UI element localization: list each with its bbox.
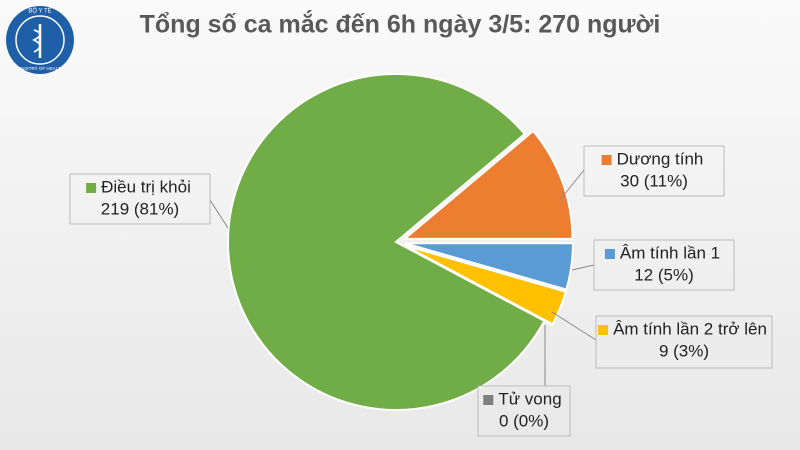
label-box (69, 173, 211, 225)
leader-line (551, 311, 597, 341)
leader-line (559, 169, 585, 201)
label-box (593, 239, 735, 291)
slice-label: Âm tính lần 2 trở lên (613, 319, 767, 338)
label-box (477, 385, 571, 437)
legend-swatch (598, 325, 609, 335)
leader-line (209, 199, 229, 229)
legend-swatch (483, 395, 494, 405)
pie-slice (404, 242, 574, 291)
logo-bottom: MINISTRY OF HEALTH (16, 66, 64, 71)
slice-value-label: 0 (0%) (499, 411, 549, 430)
slice-label: Âm tính lần 1 (620, 243, 720, 262)
slice-value-label: 9 (3%) (659, 341, 709, 360)
slice-value-label: 219 (81%) (101, 199, 179, 218)
label-box (595, 315, 773, 369)
slice-label: Dương tính (617, 149, 704, 168)
leader-line (571, 264, 595, 271)
logo: BỘ Y TẾ MINISTRY OF HEALTH (6, 6, 74, 74)
pie-slice (227, 73, 546, 411)
legend-swatch (604, 249, 615, 259)
slice-label: Điều trị khỏi (101, 177, 191, 196)
logo-top: BỘ Y TẾ (28, 8, 51, 15)
chart-title: Tổng số ca mắc đến 6h ngày 3/5: 270 ngườ… (140, 9, 661, 39)
legend-swatch (601, 155, 612, 165)
logo-snake (31, 29, 41, 53)
slice-label: Tử vong (498, 389, 561, 408)
logo-ring (15, 15, 65, 65)
pie-slice (401, 129, 574, 240)
slice-value-label: 30 (11%) (620, 171, 688, 190)
legend-swatch (86, 183, 97, 193)
slice-value-label: 12 (5%) (634, 265, 694, 284)
label-box (583, 145, 725, 197)
